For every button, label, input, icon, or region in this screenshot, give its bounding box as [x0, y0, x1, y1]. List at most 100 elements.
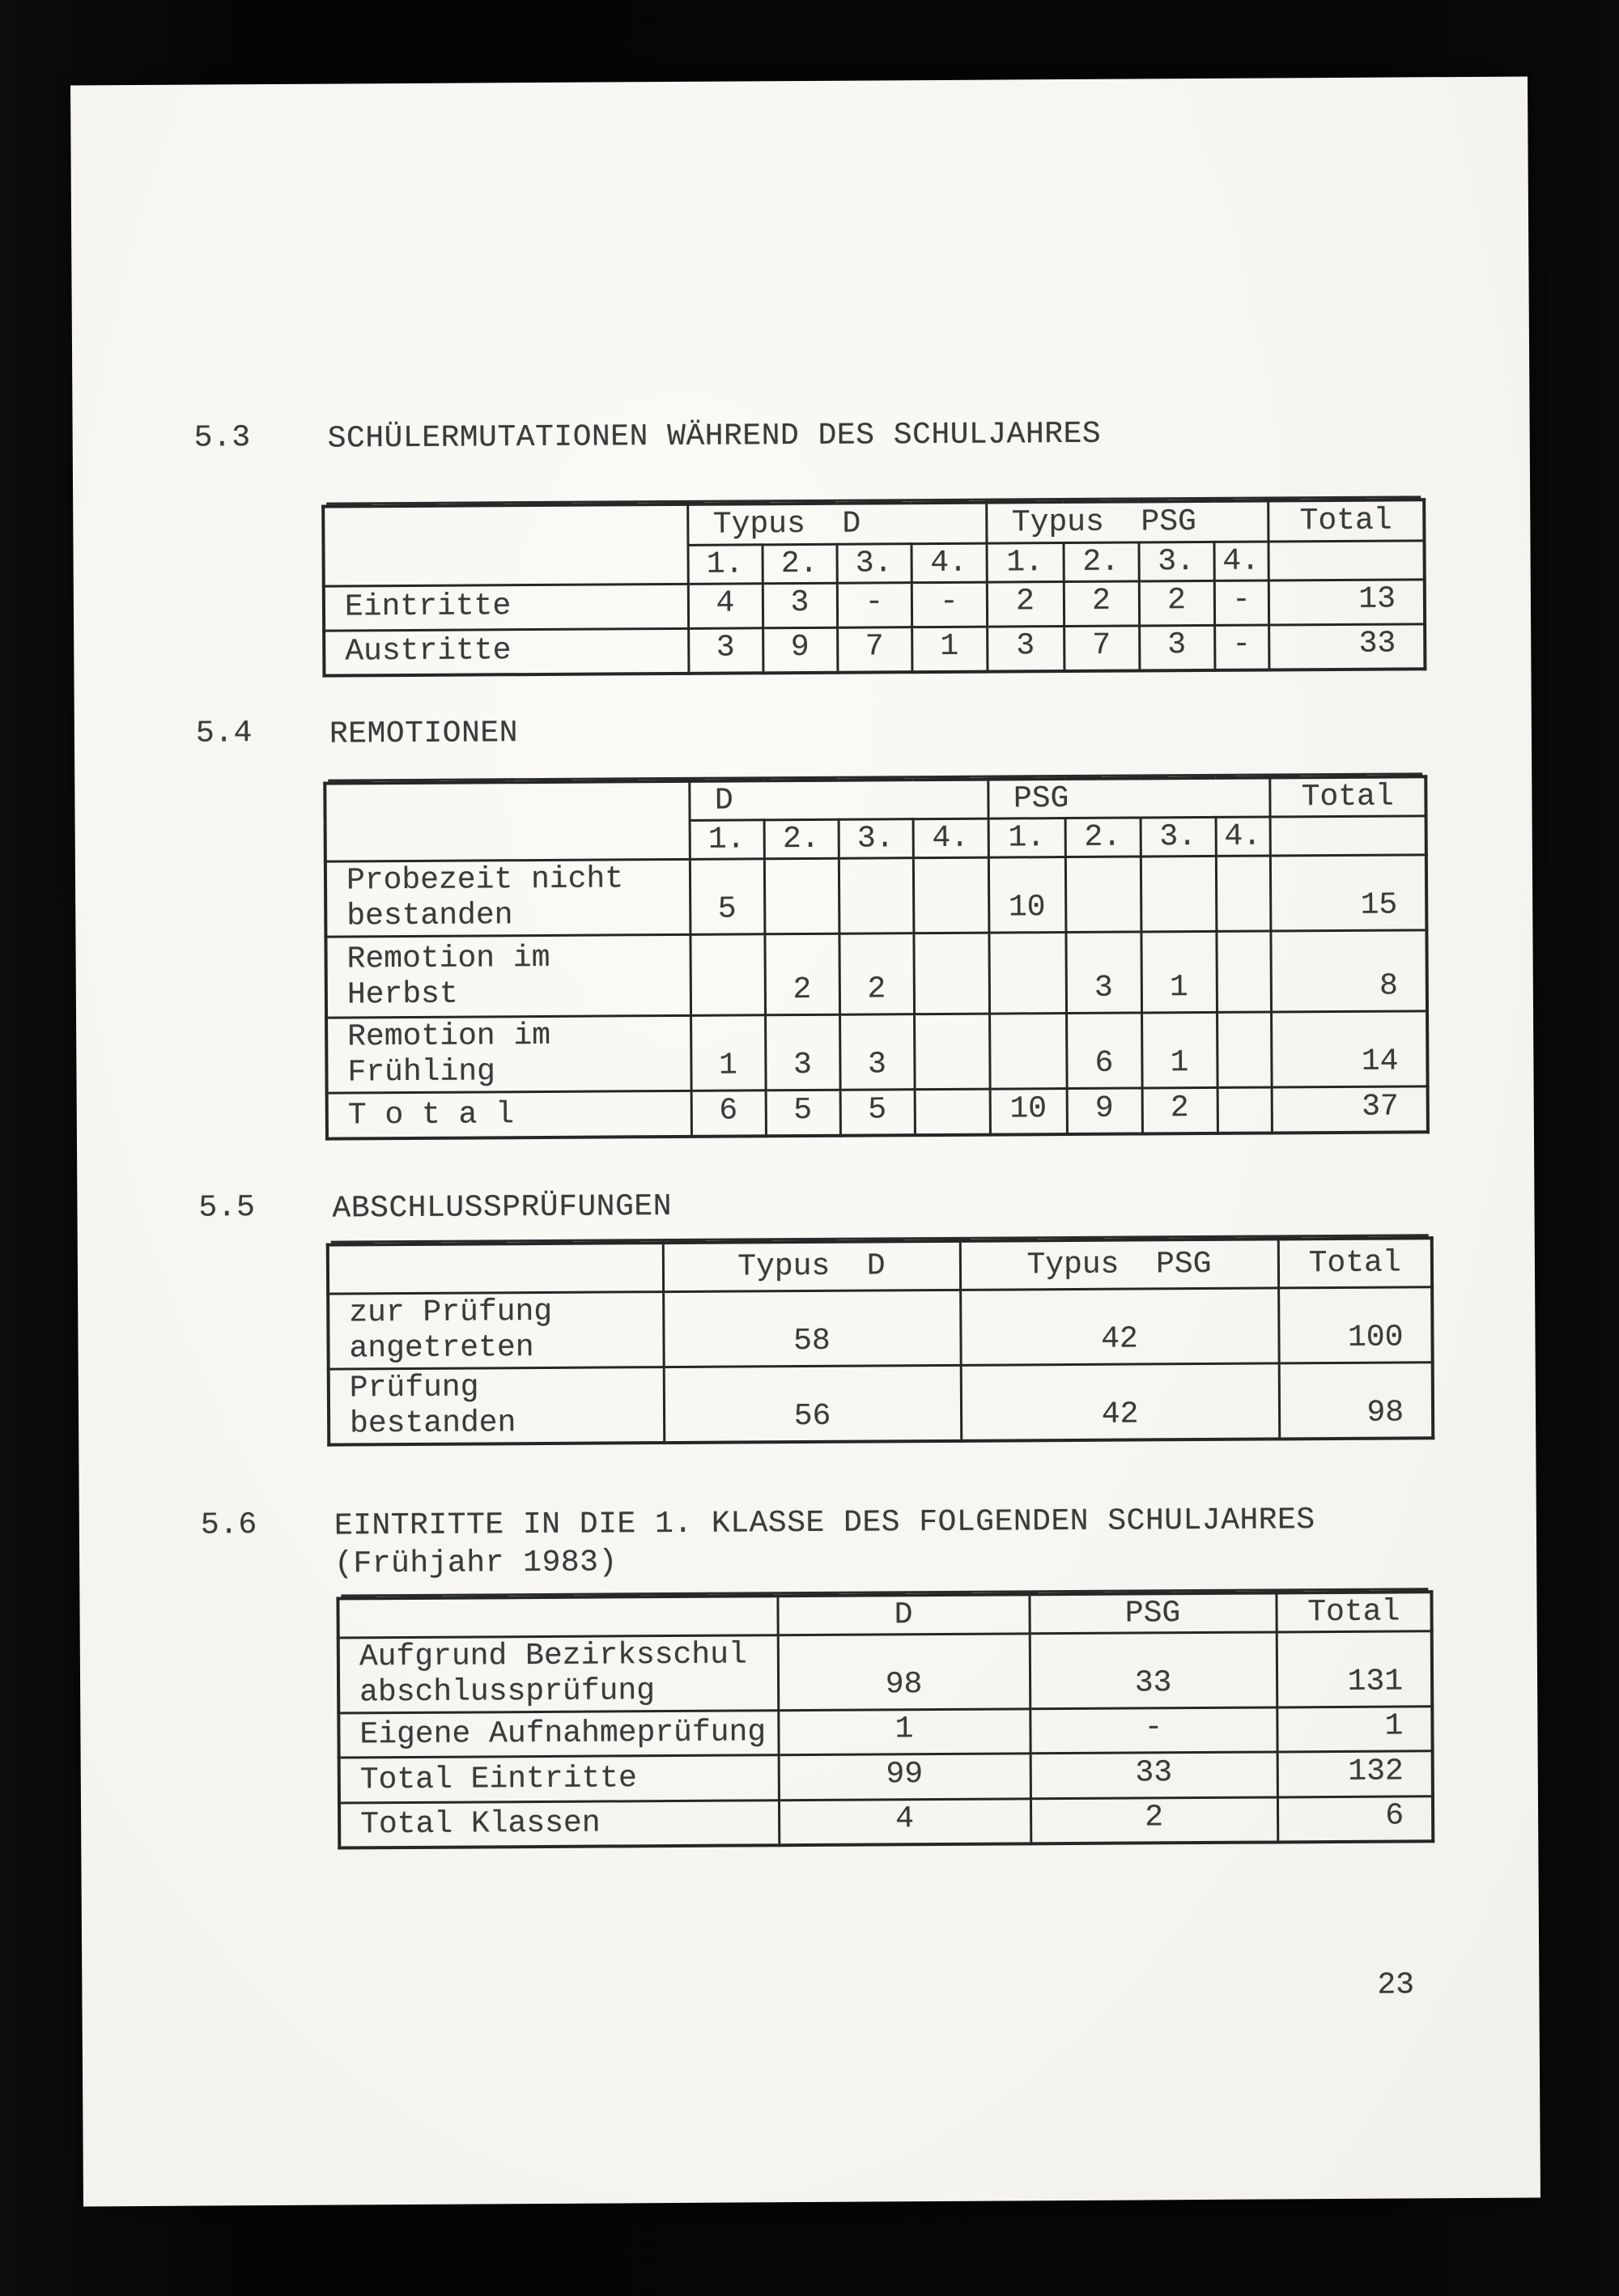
- table-cell: 4: [778, 1798, 1031, 1846]
- table-cell: 1: [911, 626, 988, 672]
- table-cell: [1140, 856, 1217, 933]
- table-row-total-eintritte: Total Eintritte 99 33 132: [338, 1750, 1433, 1804]
- table-cell: 42: [960, 1287, 1279, 1365]
- table-cell: [1064, 856, 1141, 933]
- table-cell: -: [1213, 580, 1269, 625]
- header-psg: PSG: [1029, 1592, 1277, 1634]
- table-cell: [912, 857, 989, 933]
- table-cell: -: [911, 581, 988, 627]
- remotionen-table: D PSG Total 1. 2. 3. 4. 1. 2. 3. 4. Prob…: [323, 775, 1430, 1141]
- table-row-bezirksschul: Aufgrund Bezirksschul abschlussprüfung 9…: [338, 1631, 1433, 1714]
- table-cell: 5: [689, 858, 765, 935]
- subheader-cell: 3.: [838, 818, 913, 859]
- row-label: Total Klassen: [338, 1800, 780, 1848]
- section-heading-5-5: 5.5 ABSCHLUSSPRÜFUNGEN: [198, 1188, 672, 1229]
- section-title: EINTRITTE IN DIE 1. KLASSE DES FOLGENDEN…: [334, 1503, 1315, 1544]
- subheader-cell: 4.: [1213, 541, 1268, 580]
- table-cell: [914, 1089, 990, 1135]
- table-cell: [988, 932, 1067, 1014]
- table-cell: [838, 857, 914, 934]
- table-row-aufnahmepruefung: Eigene Aufnahmeprüfung 1 - 1: [338, 1706, 1433, 1758]
- row-total: 131: [1276, 1631, 1433, 1708]
- table-cell: [1217, 1087, 1272, 1133]
- table-cell: 33: [1029, 1631, 1277, 1709]
- subheader-cell: 4.: [911, 542, 987, 583]
- subheader-cell-empty: [1268, 540, 1425, 580]
- table-row-angetreten: zur Prüfung angetreten 58 42 100: [328, 1286, 1433, 1369]
- table-cell: [913, 933, 990, 1014]
- corner-cell: [338, 1596, 778, 1639]
- table-header-row: D PSG Total: [325, 776, 1426, 862]
- table-cell: 7: [1064, 625, 1140, 671]
- table-cell: 2: [1030, 1797, 1278, 1844]
- row-label: Eintritte: [323, 583, 689, 631]
- table-cell: [914, 1014, 990, 1090]
- row-total: 1: [1277, 1706, 1433, 1753]
- table-cell: -: [836, 582, 912, 627]
- row-total: 98: [1278, 1362, 1434, 1439]
- header-typus-psg: Typus PSG: [959, 1239, 1279, 1290]
- table-cell: 9: [1066, 1088, 1142, 1134]
- table-cell: 6: [691, 1091, 766, 1137]
- header-total: Total: [1276, 1592, 1432, 1632]
- table-header-row: D PSG Total: [338, 1592, 1432, 1639]
- group-header-total: Total: [1269, 776, 1426, 817]
- subheader-cell: 1.: [988, 818, 1065, 858]
- subheader-cell: 4.: [912, 818, 988, 858]
- subheader-cell: 3.: [1138, 541, 1214, 581]
- row-total: 6: [1277, 1796, 1434, 1843]
- table-cell: [1217, 1012, 1272, 1088]
- table-cell: -: [1030, 1707, 1277, 1754]
- table-cell: [989, 1013, 1067, 1090]
- table-cell: 6: [1066, 1013, 1142, 1089]
- table-cell: 3: [1065, 932, 1142, 1014]
- row-label: Probezeit nicht bestanden: [325, 859, 691, 938]
- row-label: Remotion im Herbst: [325, 934, 691, 1018]
- table-cell: 7: [837, 627, 912, 673]
- section-title: SCHÜLERMUTATIONEN WÄHREND DES SCHULJAHRE…: [327, 416, 1102, 457]
- section-heading-5-4: 5.4 REMOTIONEN: [196, 714, 518, 755]
- table-cell: 99: [778, 1753, 1030, 1801]
- row-total: 100: [1278, 1286, 1433, 1363]
- table-cell: -: [1214, 624, 1269, 670]
- table-cell: 1: [778, 1708, 1030, 1755]
- subheader-cell: 3.: [836, 543, 911, 583]
- table-cell: [763, 858, 839, 934]
- table-cell: [690, 933, 766, 1016]
- table-cell: 1: [1141, 1012, 1217, 1089]
- corner-cell: [327, 1243, 664, 1294]
- row-total: 132: [1277, 1750, 1433, 1798]
- page-number: 23: [1377, 1967, 1415, 2003]
- section-heading-5-6: 5.6 EINTRITTE IN DIE 1. KLASSE DES FOLGE…: [201, 1501, 1315, 1584]
- table-cell: 58: [663, 1289, 961, 1367]
- section-title-block: EINTRITTE IN DIE 1. KLASSE DES FOLGENDEN…: [334, 1501, 1315, 1584]
- subheader-cell: 2.: [1064, 817, 1141, 857]
- table-row-remotion-herbst: Remotion im Herbst 2 2 3 1 8: [325, 929, 1428, 1018]
- table-cell: 98: [777, 1633, 1030, 1711]
- table-cell: 3: [839, 1014, 915, 1091]
- table-row-probezeit: Probezeit nicht bestanden 5 10 15: [325, 854, 1427, 938]
- table-cell: 5: [839, 1089, 915, 1136]
- table-row-austritte: Austritte 3 9 7 1 3 7 3 - 33: [324, 623, 1426, 676]
- table-row-eintritte: Eintritte 4 3 - - 2 2 2 - 13: [323, 579, 1426, 631]
- row-label: Prüfung bestanden: [328, 1367, 665, 1445]
- section-heading-5-3: 5.3 SCHÜLERMUTATIONEN WÄHREND DES SCHULJ…: [194, 415, 1102, 459]
- section-number: 5.5: [198, 1190, 256, 1226]
- table-cell: 2: [1138, 580, 1215, 626]
- table-header-row: Typus D Typus PSG Total: [323, 500, 1425, 586]
- row-label: Remotion im Frühling: [326, 1015, 691, 1094]
- table-cell: 33: [1030, 1752, 1277, 1799]
- row-label: zur Prüfung angetreten: [328, 1291, 664, 1369]
- abschlusspruefungen-table: Typus D Typus PSG Total zur Prüfung ange…: [325, 1236, 1435, 1447]
- subheader-cell: 2.: [1063, 542, 1139, 582]
- table-cell: 3: [765, 1014, 840, 1091]
- subheader-cell: 2.: [763, 819, 839, 859]
- row-total: 15: [1269, 854, 1427, 932]
- group-header-total: Total: [1268, 500, 1425, 542]
- table-cell: 2: [764, 933, 840, 1015]
- table-row-total: T o t a l 6 5 5 10 9 2 37: [326, 1086, 1428, 1139]
- table-row-bestanden: Prüfung bestanden 56 42 98: [328, 1362, 1434, 1445]
- row-total: 8: [1270, 929, 1428, 1013]
- schuelermutationen-table: Typus D Typus PSG Total 1. 2. 3. 4. 1. 2…: [321, 498, 1427, 678]
- table-cell: 10: [989, 1088, 1067, 1135]
